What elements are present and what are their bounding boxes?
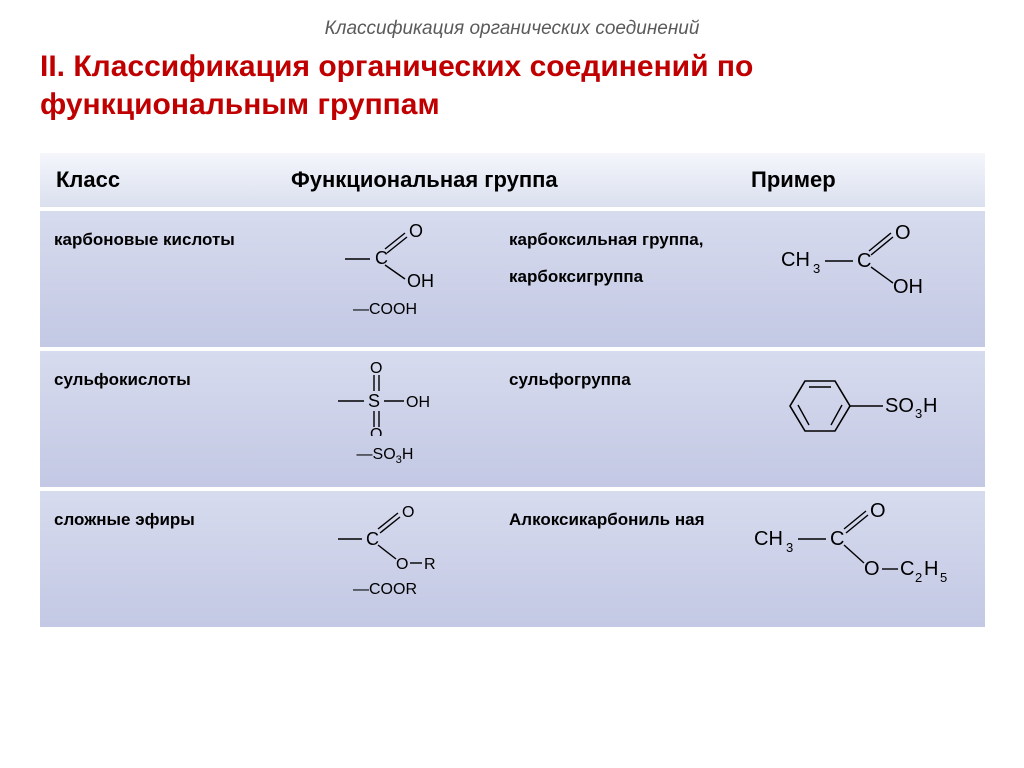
classification-table: Класс Функциональная группа Пример карбо…	[40, 151, 985, 629]
group-name-cell: Алкоксикарбониль ная	[495, 489, 735, 629]
svg-text:OH: OH	[893, 276, 923, 298]
header-class: Класс	[40, 151, 275, 209]
svg-text:O: O	[370, 426, 382, 436]
svg-text:O: O	[870, 501, 886, 522]
sulfo-structure-icon: S O O OH	[330, 361, 440, 436]
svg-text:O: O	[396, 556, 408, 571]
table-row: сульфокислоты S O O	[40, 349, 985, 489]
group-short-formula: —COOR	[289, 581, 481, 599]
svg-text:C: C	[857, 250, 871, 272]
svg-text:C: C	[900, 558, 914, 580]
ethyl-acetate-icon: CH 3 C O O C 2 H 5	[750, 501, 970, 591]
group-short-formula: —COOH	[289, 301, 481, 319]
svg-text:CH: CH	[781, 249, 810, 271]
svg-text:S: S	[368, 391, 380, 411]
group-structure-cell: C O O R —COOR	[275, 489, 495, 629]
group-name-cell: карбоксильная группа, карбоксигруппа	[495, 209, 735, 349]
svg-text:OH: OH	[406, 394, 430, 411]
svg-text:OH: OH	[407, 271, 434, 291]
header-group: Функциональная группа	[275, 151, 735, 209]
benzenesulfonic-acid-icon: SO 3 H	[765, 361, 955, 451]
class-name: сложные эфиры	[54, 510, 195, 529]
svg-text:3: 3	[786, 540, 793, 555]
svg-text:3: 3	[813, 261, 820, 276]
svg-text:5: 5	[940, 570, 947, 585]
header-example: Пример	[735, 151, 985, 209]
svg-text:O: O	[402, 504, 414, 521]
group-structure-cell: C O OH —COOH	[275, 209, 495, 349]
group-name: Алкоксикарбониль ная	[509, 510, 705, 529]
svg-text:O: O	[864, 558, 880, 580]
svg-text:R: R	[424, 556, 436, 571]
example-cell: CH 3 C O O C 2 H 5	[735, 489, 985, 629]
svg-text:3: 3	[915, 406, 922, 421]
class-name: карбоновые кислоты	[54, 230, 235, 249]
svg-text:CH: CH	[754, 528, 783, 550]
class-cell: карбоновые кислоты	[40, 209, 275, 349]
svg-text:SO: SO	[885, 395, 914, 417]
svg-text:O: O	[409, 221, 423, 241]
svg-text:H: H	[923, 395, 937, 417]
class-cell: сложные эфиры	[40, 489, 275, 629]
class-name: сульфокислоты	[54, 370, 191, 389]
class-cell: сульфокислоты	[40, 349, 275, 489]
supertitle: Классификация органических соединений	[40, 18, 984, 40]
example-cell: CH 3 C O OH	[735, 209, 985, 349]
group-name: сульфогруппа	[509, 370, 631, 389]
svg-text:C: C	[830, 528, 844, 550]
carboxyl-structure-icon: C O OH	[335, 221, 435, 291]
table-row: карбоновые кислоты C O OH —COOH ка	[40, 209, 985, 349]
group-name: карбоксильная группа, карбоксигруппа	[509, 230, 703, 286]
svg-text:O: O	[370, 361, 382, 377]
group-short-formula: —SO3H	[289, 446, 481, 466]
table-row: сложные эфиры C O O R —COOR	[40, 489, 985, 629]
group-structure-cell: S O O OH —SO3H	[275, 349, 495, 489]
slide: Классификация органических соединений II…	[0, 0, 1024, 768]
table-header-row: Класс Функциональная группа Пример	[40, 151, 985, 209]
svg-text:H: H	[924, 558, 938, 580]
svg-text:O: O	[895, 222, 911, 244]
main-title: II. Классификация органических соединени…	[40, 48, 984, 123]
svg-text:2: 2	[915, 570, 922, 585]
group-name-cell: сульфогруппа	[495, 349, 735, 489]
example-cell: SO 3 H	[735, 349, 985, 489]
acetic-acid-icon: CH 3 C O OH	[775, 221, 945, 301]
svg-text:C: C	[366, 529, 379, 549]
ester-structure-icon: C O O R	[330, 501, 440, 571]
